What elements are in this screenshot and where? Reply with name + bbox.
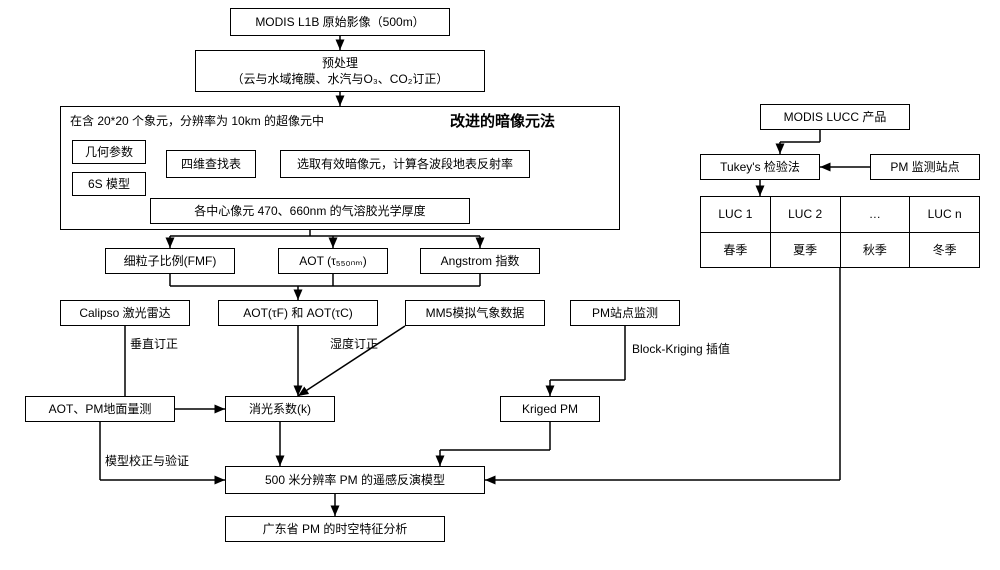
- node-mm5: MM5模拟气象数据: [405, 300, 545, 326]
- season-spring: 春季: [701, 233, 771, 267]
- luc-dots: …: [841, 197, 911, 232]
- label-humid-corr: 湿度订正: [330, 335, 378, 352]
- luc-n: LUC n: [910, 197, 979, 232]
- node-preprocess: 预处理 （云与水域掩膜、水汽与O₃、CO₂订正）: [195, 50, 485, 92]
- label-vert-corr: 垂直订正: [130, 335, 178, 352]
- node-k: 消光系数(k): [225, 396, 335, 422]
- node-pmsite: PM站点监测: [570, 300, 680, 326]
- luc-1: LUC 1: [701, 197, 771, 232]
- node-kriged: Kriged PM: [500, 396, 600, 422]
- node-calipso: Calipso 激光雷达: [60, 300, 190, 326]
- node-angstrom: Angstrom 指数: [420, 248, 540, 274]
- node-lucc: MODIS LUCC 产品: [760, 104, 910, 130]
- flow-arrows: [0, 0, 1000, 570]
- season-summer: 夏季: [771, 233, 841, 267]
- label-bk: Block-Kriging 插值: [632, 340, 730, 357]
- node-aot-center: 各中心像元 470、660nm 的气溶胶光学厚度: [150, 198, 470, 224]
- luc-grid: LUC 1 LUC 2 … LUC n 春季 夏季 秋季 冬季: [700, 196, 980, 268]
- dark-title: 改进的暗像元法: [450, 110, 555, 131]
- node-aotpm: AOT、PM地面量测: [25, 396, 175, 422]
- node-4d: 四维查找表: [166, 150, 256, 178]
- node-pmstation: PM 监测站点: [870, 154, 980, 180]
- node-6s: 6S 模型: [72, 172, 146, 196]
- season-autumn: 秋季: [841, 233, 911, 267]
- node-select: 选取有效暗像元，计算各波段地表反射率: [280, 150, 530, 178]
- season-winter: 冬季: [910, 233, 979, 267]
- node-modis-l1b: MODIS L1B 原始影像（500m）: [230, 8, 450, 36]
- node-final: 广东省 PM 的时空特征分析: [225, 516, 445, 542]
- label-model-cal: 模型校正与验证: [105, 452, 189, 469]
- node-aot550: AOT (τ₅₅₀ₙₘ): [278, 248, 388, 274]
- node-fmf: 细粒子比例(FMF): [105, 248, 235, 274]
- node-aotfc: AOT(τF) 和 AOT(τC): [218, 300, 378, 326]
- node-tukey: Tukey's 检验法: [700, 154, 820, 180]
- node-model: 500 米分辨率 PM 的遥感反演模型: [225, 466, 485, 494]
- luc-2: LUC 2: [771, 197, 841, 232]
- dark-note: 在含 20*20 个象元，分辨率为 10km 的超像元中: [70, 112, 410, 129]
- node-geom: 几何参数: [72, 140, 146, 164]
